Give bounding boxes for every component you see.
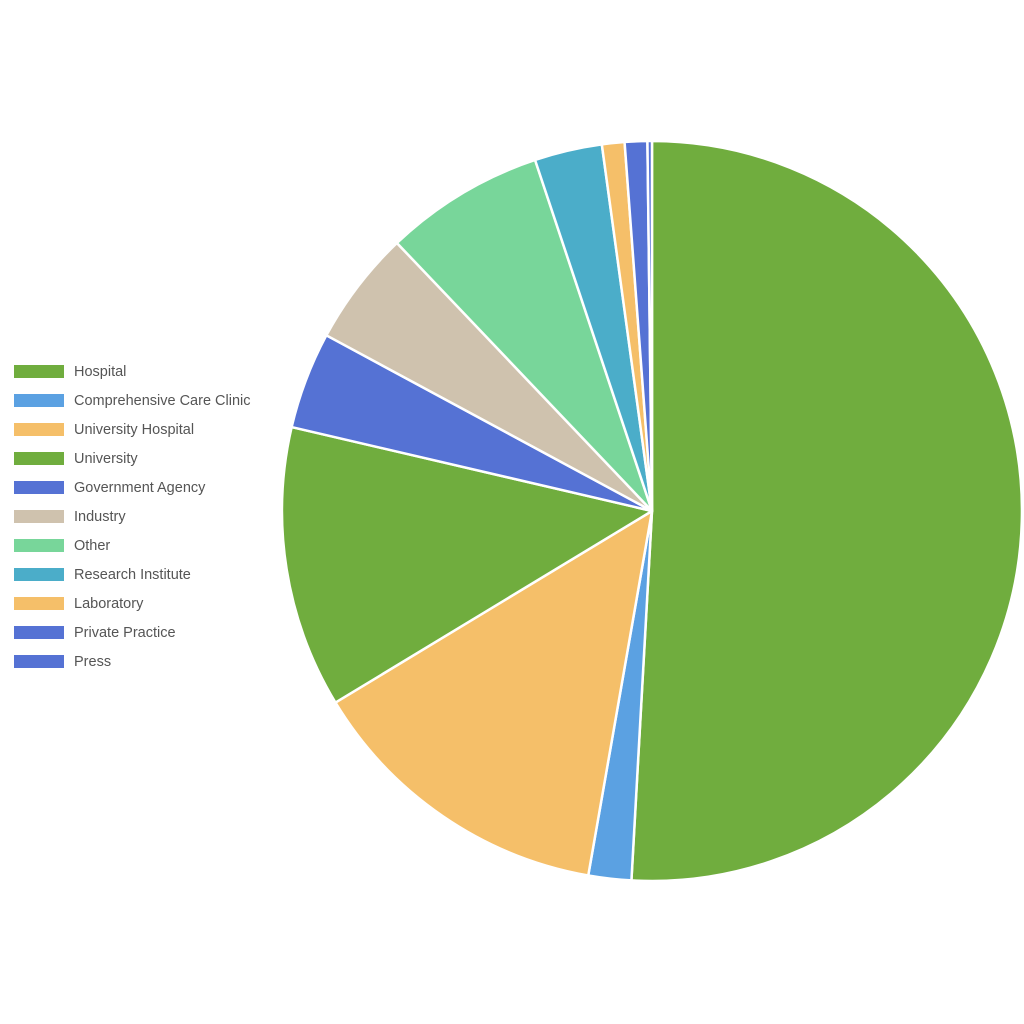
legend-item-laboratory[interactable]: Laboratory (14, 589, 251, 618)
legend-item-industry[interactable]: Industry (14, 502, 251, 531)
legend-swatch (14, 539, 64, 552)
pie-slice-hospital[interactable] (630, 139, 1024, 883)
legend-item-press[interactable]: Press (14, 647, 251, 676)
legend-item-government-agency[interactable]: Government Agency (14, 473, 251, 502)
legend-swatch (14, 510, 64, 523)
legend-label: Private Practice (74, 624, 176, 641)
legend-swatch (14, 394, 64, 407)
legend-label: Laboratory (74, 595, 144, 612)
legend-swatch (14, 481, 64, 494)
pie-slice-press[interactable] (646, 139, 654, 513)
legend-swatch (14, 626, 64, 639)
legend-item-comprehensive-care-clinic[interactable]: Comprehensive Care Clinic (14, 386, 251, 415)
legend-swatch (14, 597, 64, 610)
legend-item-other[interactable]: Other (14, 531, 251, 560)
legend-label: Comprehensive Care Clinic (74, 392, 251, 409)
legend-label: Government Agency (74, 479, 206, 496)
legend-item-university[interactable]: University (14, 444, 251, 473)
legend-swatch (14, 423, 64, 436)
legend-item-university-hospital[interactable]: University Hospital (14, 415, 251, 444)
legend-item-research-institute[interactable]: Research Institute (14, 560, 251, 589)
legend-swatch (14, 365, 64, 378)
legend-swatch (14, 655, 64, 668)
legend-label: Other (74, 537, 111, 554)
legend-swatch (14, 452, 64, 465)
legend-label: Industry (74, 508, 126, 525)
legend-label: Hospital (74, 363, 127, 380)
pie-slice-university[interactable] (280, 425, 654, 704)
pie-slice-university-hospital[interactable] (334, 509, 654, 877)
legend-item-private-practice[interactable]: Private Practice (14, 618, 251, 647)
pie-slice-other[interactable] (395, 158, 654, 513)
legend-label: University Hospital (74, 421, 195, 438)
legend-label: Press (74, 653, 112, 670)
legend: Hospital Comprehensive Care Clinic Univers… (14, 357, 251, 676)
legend-label: Research Institute (74, 566, 191, 583)
legend-label: University (74, 450, 138, 467)
legend-swatch (14, 568, 64, 581)
legend-item-hospital[interactable]: Hospital (14, 357, 251, 386)
